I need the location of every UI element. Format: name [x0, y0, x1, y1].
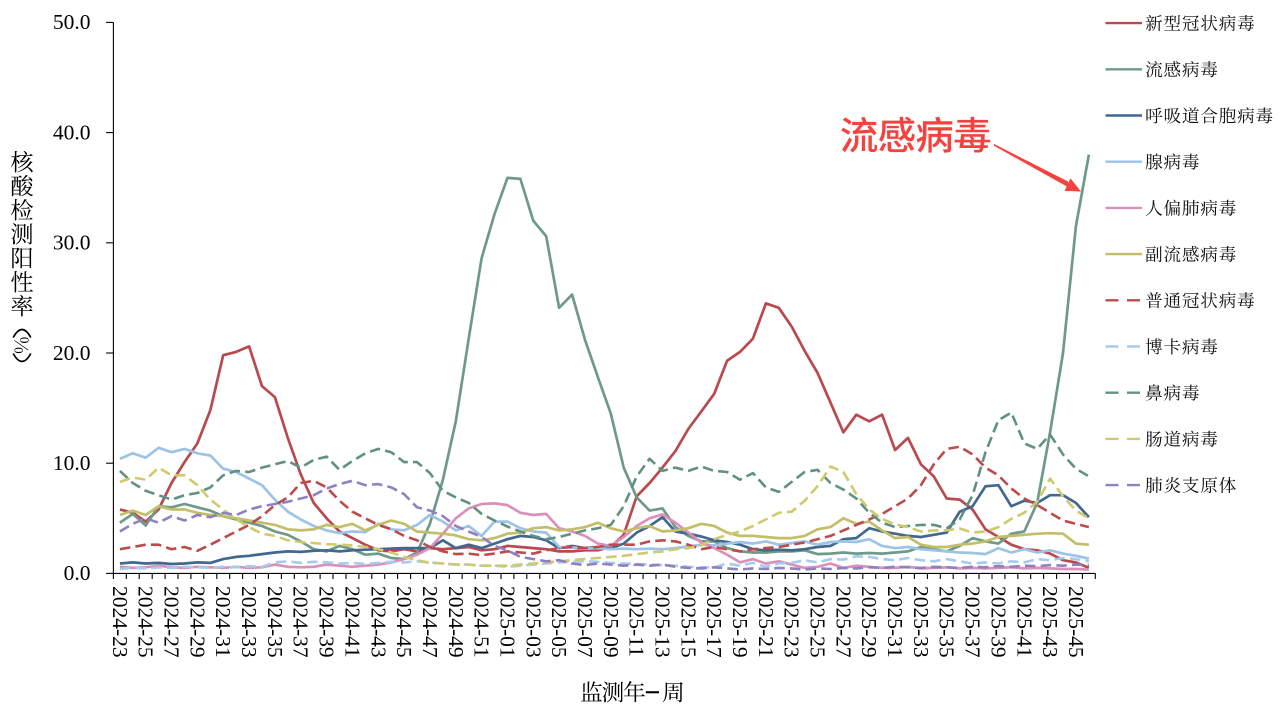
svg-text:2025-43: 2025-43 [1038, 586, 1062, 658]
svg-text:2025-15: 2025-15 [676, 586, 700, 658]
svg-text:2025-37: 2025-37 [961, 586, 985, 658]
svg-text:2025-35: 2025-35 [935, 586, 959, 658]
svg-text:2024-51: 2024-51 [470, 586, 494, 658]
svg-text:2025-39: 2025-39 [986, 586, 1010, 658]
svg-text:0.0: 0.0 [64, 561, 91, 585]
svg-text:20.0: 20.0 [53, 341, 91, 365]
svg-text:2025-19: 2025-19 [728, 586, 752, 658]
svg-text:30.0: 30.0 [53, 231, 91, 255]
svg-text:2024-43: 2024-43 [366, 586, 390, 658]
svg-text:2024-39: 2024-39 [315, 586, 339, 658]
svg-text:2025-01: 2025-01 [496, 586, 520, 658]
svg-text:2025-03: 2025-03 [521, 586, 545, 658]
svg-text:2025-41: 2025-41 [1012, 586, 1036, 658]
svg-text:2024-35: 2024-35 [263, 586, 287, 658]
svg-text:2025-25: 2025-25 [806, 586, 830, 658]
svg-text:2025-09: 2025-09 [599, 586, 623, 658]
svg-text:2024-27: 2024-27 [160, 586, 184, 658]
svg-text:2025-29: 2025-29 [857, 586, 881, 658]
svg-text:2024-25: 2024-25 [134, 586, 158, 658]
svg-text:2024-37: 2024-37 [289, 586, 313, 658]
svg-text:2025-31: 2025-31 [883, 586, 907, 658]
svg-text:2025-11: 2025-11 [625, 586, 649, 657]
svg-text:2024-41: 2024-41 [340, 586, 364, 658]
svg-text:50.0: 50.0 [53, 10, 91, 34]
svg-text:2024-31: 2024-31 [211, 586, 235, 658]
svg-text:2025-21: 2025-21 [754, 586, 778, 658]
svg-text:2025-05: 2025-05 [547, 586, 571, 658]
svg-text:10.0: 10.0 [53, 451, 91, 475]
svg-text:2025-23: 2025-23 [780, 586, 804, 658]
svg-text:2024-33: 2024-33 [237, 586, 261, 658]
svg-text:2025-27: 2025-27 [831, 586, 855, 658]
svg-text:2024-47: 2024-47 [418, 586, 442, 658]
svg-text:2025-07: 2025-07 [573, 586, 597, 658]
svg-text:2024-49: 2024-49 [444, 586, 468, 658]
svg-text:2024-29: 2024-29 [185, 586, 209, 658]
svg-text:2025-33: 2025-33 [909, 586, 933, 658]
svg-text:40.0: 40.0 [53, 120, 91, 144]
svg-text:2025-45: 2025-45 [1064, 586, 1088, 658]
svg-text:2024-45: 2024-45 [392, 586, 416, 658]
svg-text:2024-23: 2024-23 [108, 586, 132, 658]
svg-text:2025-13: 2025-13 [651, 586, 675, 658]
svg-text:2025-17: 2025-17 [702, 586, 726, 658]
